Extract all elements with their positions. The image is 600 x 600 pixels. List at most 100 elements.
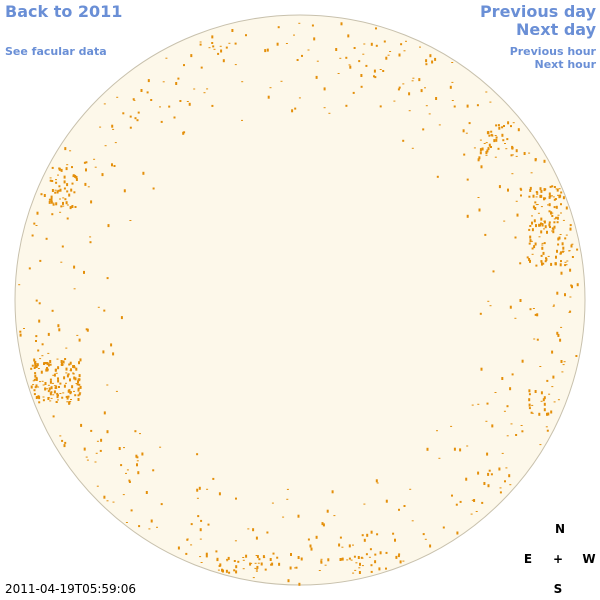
facula-point: [39, 358, 42, 360]
facula-point: [505, 467, 508, 469]
solar-disk: [14, 14, 586, 586]
facula-point: [565, 234, 568, 236]
facula-point: [318, 570, 321, 571]
facula-point: [333, 515, 336, 517]
facula-point: [83, 270, 85, 274]
facula-point: [546, 230, 548, 234]
facula-point: [62, 364, 65, 366]
facula-point: [323, 87, 326, 91]
facula-point: [487, 484, 490, 488]
facula-point: [185, 552, 188, 555]
facula-point: [350, 559, 353, 561]
facula-point: [485, 91, 488, 93]
facula-point: [499, 487, 502, 489]
facula-point: [516, 213, 519, 217]
see-facular-data-link[interactable]: See facular data: [5, 45, 107, 58]
facula-point: [548, 223, 551, 227]
facula-point: [553, 198, 556, 201]
facula-point: [509, 387, 512, 391]
facula-point: [43, 363, 45, 365]
facula-point: [35, 396, 38, 399]
facula-point: [31, 234, 34, 237]
facula-point: [51, 382, 54, 384]
facula-point: [35, 340, 37, 342]
facula-point: [83, 161, 86, 164]
facula-point: [48, 200, 51, 204]
facula-point: [550, 211, 553, 215]
facula-point: [271, 502, 274, 504]
facula-point: [553, 186, 556, 188]
facula-point: [103, 309, 106, 312]
facula-point: [378, 567, 381, 571]
facula-point: [358, 571, 361, 574]
facula-point: [479, 139, 482, 141]
facula-point: [198, 486, 201, 490]
facula-point: [532, 194, 535, 198]
facula-point: [197, 515, 200, 518]
facula-point: [38, 401, 41, 404]
facula-point: [374, 76, 377, 79]
facula-point: [59, 211, 62, 213]
facula-point: [46, 388, 48, 390]
facula-point: [519, 299, 522, 302]
facula-point: [352, 91, 355, 94]
facula-point: [564, 293, 566, 297]
facula-point: [501, 126, 504, 129]
facula-point: [553, 218, 556, 220]
facula-point: [530, 172, 533, 174]
facula-point: [463, 153, 466, 156]
facula-point: [560, 212, 562, 214]
facula-point: [152, 187, 155, 190]
facula-point: [85, 161, 88, 164]
facula-point: [521, 430, 524, 433]
facula-point: [33, 393, 36, 396]
previous-hour-link[interactable]: Previous hour: [509, 45, 596, 58]
facula-point: [49, 363, 52, 366]
facula-point: [544, 197, 547, 200]
facula-point: [138, 525, 141, 528]
facula-point: [337, 73, 340, 74]
facula-point: [539, 187, 542, 191]
facula-point: [111, 124, 114, 128]
facula-point: [55, 202, 58, 206]
facula-point: [226, 558, 228, 560]
facula-point: [295, 566, 298, 569]
facula-point: [561, 371, 564, 373]
facula-point: [543, 228, 545, 230]
facula-point: [517, 128, 520, 132]
facula-point: [60, 261, 63, 263]
facula-point: [538, 223, 541, 227]
facula-point: [41, 343, 44, 346]
previous-day-link[interactable]: Previous day: [479, 2, 596, 21]
back-to-year-link[interactable]: Back to 2011: [5, 2, 123, 21]
facula-point: [160, 503, 163, 506]
facula-point: [141, 452, 144, 456]
facula-point: [77, 387, 80, 390]
facula-point: [276, 42, 279, 46]
facula-point: [553, 401, 556, 403]
facula-point: [520, 425, 523, 426]
facula-point: [509, 484, 512, 486]
facula-point: [242, 557, 245, 558]
facula-point: [217, 569, 220, 571]
facula-point: [290, 553, 292, 556]
facula-point: [576, 283, 579, 287]
facula-point: [42, 396, 45, 398]
facula-point: [235, 497, 237, 500]
facula-point: [74, 394, 77, 397]
facula-point: [44, 387, 47, 391]
next-hour-link[interactable]: Next hour: [534, 58, 597, 71]
facula-point: [298, 97, 301, 99]
facula-point: [385, 567, 387, 570]
facula-point: [56, 392, 59, 395]
facula-point: [556, 331, 559, 335]
facula-point: [411, 80, 414, 82]
facula-point: [543, 159, 546, 163]
facula-point: [62, 360, 65, 364]
facula-point: [531, 253, 534, 255]
facula-point: [133, 99, 136, 101]
facula-point: [383, 40, 386, 43]
facula-point: [531, 412, 534, 414]
next-day-link[interactable]: Next day: [516, 20, 596, 39]
facula-point: [551, 386, 554, 388]
